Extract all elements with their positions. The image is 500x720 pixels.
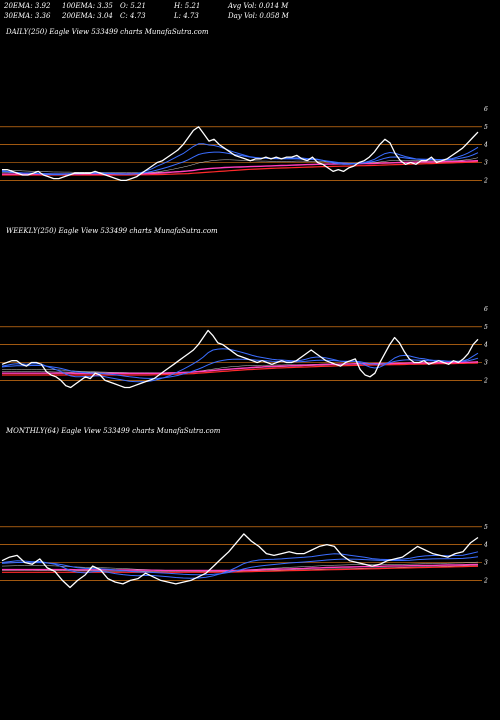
price-line: [2, 126, 479, 182]
y-tick-label: 3: [484, 160, 488, 167]
y-tick-label: 5: [484, 524, 488, 531]
ema-line-fast: [1, 348, 479, 383]
y-tick-label: 2: [483, 577, 488, 584]
y-tick-label: 4: [483, 542, 488, 549]
ema20-label: 20EMA: 3.92: [4, 2, 51, 10]
ema-line-medium: [1, 357, 479, 379]
ema-line-fast: [1, 551, 479, 579]
ema-line-slow: [2, 361, 479, 375]
y-tick-label: 6: [484, 106, 488, 113]
y-tick-label: 3: [484, 560, 488, 567]
weekly-chart: 2 3 4 5 6: [0, 306, 488, 389]
ema-line-minor-2: [2, 565, 479, 572]
indicator-header: 20EMA: 3.92 100EMA: 3.35 O: 5.21 H: 5.21…: [0, 0, 500, 24]
y-tick-label: 3: [484, 360, 488, 367]
y-tick-label: 6: [484, 306, 488, 313]
ema200-label: 200EMA: 3.04: [62, 12, 113, 20]
y-tick-label: 2: [483, 377, 488, 384]
y-tick-label: 4: [483, 342, 488, 349]
weekly-panel-title: WEEKLY(250) Eagle View 533499 charts Mun…: [6, 227, 218, 235]
daily-chart: 2 3 4 5 6: [0, 106, 488, 184]
y-tick-label: 4: [483, 142, 488, 149]
ema30-label: 30EMA: 3.36: [4, 12, 51, 20]
day-vol-label: Day Vol: 0.058 M: [228, 12, 289, 20]
daily-panel-title: DAILY(250) Eagle View 533499 charts Muna…: [6, 28, 209, 36]
low-label: L: 4.73: [174, 12, 199, 20]
ema-line-long: [2, 362, 479, 376]
y-tick-label: 5: [484, 324, 488, 331]
monthly-panel-title: MONTHLY(64) Eagle View 533499 charts Mun…: [6, 427, 221, 435]
close-label: C: 4.73: [120, 12, 146, 20]
y-tick-label: 2: [483, 177, 488, 184]
open-label: O: 5.21: [120, 2, 146, 10]
ema-line-minor: [1, 157, 479, 175]
ema-line-long: [2, 161, 479, 176]
high-label: H: 5.21: [174, 2, 201, 10]
ema-line-medium: [1, 556, 479, 576]
y-tick-label: 5: [484, 124, 488, 131]
ema100-label: 100EMA: 3.35: [62, 2, 113, 10]
avg-vol-label: Avg Vol: 0.014 M: [228, 2, 289, 10]
price-line: [1, 533, 479, 589]
price-line: [1, 329, 479, 389]
monthly-chart: 2 3 4 5: [0, 524, 488, 589]
